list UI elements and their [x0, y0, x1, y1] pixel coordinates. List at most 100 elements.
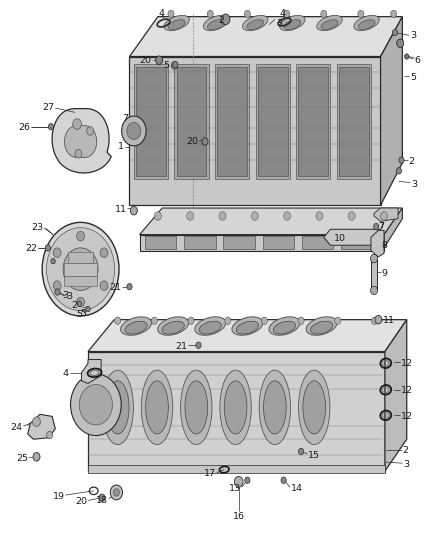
Ellipse shape	[102, 370, 134, 445]
Circle shape	[371, 286, 378, 295]
Bar	[302, 236, 333, 249]
Bar	[174, 64, 208, 179]
Text: 11: 11	[383, 316, 395, 325]
Circle shape	[75, 150, 82, 158]
Text: 27: 27	[42, 102, 54, 111]
Circle shape	[391, 10, 397, 18]
Ellipse shape	[247, 20, 264, 29]
Polygon shape	[81, 360, 101, 383]
Polygon shape	[88, 320, 407, 352]
Bar	[134, 64, 168, 179]
Circle shape	[168, 10, 174, 18]
Text: 3: 3	[62, 291, 68, 300]
Circle shape	[321, 10, 327, 18]
Text: 7: 7	[123, 114, 129, 123]
Polygon shape	[140, 208, 403, 235]
Circle shape	[221, 14, 230, 25]
Ellipse shape	[125, 321, 147, 334]
Circle shape	[86, 306, 90, 312]
Polygon shape	[88, 352, 385, 471]
Circle shape	[127, 284, 132, 290]
Ellipse shape	[358, 20, 375, 29]
Text: 25: 25	[16, 455, 28, 463]
Circle shape	[100, 248, 108, 257]
Text: 5: 5	[80, 309, 86, 318]
Polygon shape	[52, 109, 111, 173]
Text: 12: 12	[401, 359, 413, 368]
Circle shape	[151, 317, 157, 325]
Text: 17: 17	[204, 470, 216, 478]
Ellipse shape	[311, 321, 333, 334]
Ellipse shape	[220, 370, 251, 445]
Circle shape	[207, 10, 213, 18]
Ellipse shape	[185, 381, 208, 434]
Text: 13: 13	[229, 484, 241, 493]
Circle shape	[348, 212, 355, 220]
Bar	[371, 259, 377, 290]
Ellipse shape	[106, 381, 129, 434]
Text: 20: 20	[75, 497, 87, 506]
Text: 7: 7	[378, 222, 384, 231]
Circle shape	[316, 212, 323, 220]
Circle shape	[42, 222, 119, 316]
Ellipse shape	[224, 381, 247, 434]
Ellipse shape	[208, 20, 224, 29]
Ellipse shape	[273, 321, 296, 334]
Ellipse shape	[298, 370, 330, 445]
Bar	[298, 67, 328, 176]
Ellipse shape	[120, 317, 152, 335]
Text: 23: 23	[32, 223, 43, 232]
Circle shape	[32, 417, 40, 426]
Text: 12: 12	[401, 386, 413, 395]
Polygon shape	[381, 17, 403, 205]
Bar	[223, 236, 255, 249]
Circle shape	[115, 317, 121, 325]
Ellipse shape	[141, 370, 173, 445]
Circle shape	[371, 254, 378, 263]
Circle shape	[100, 281, 108, 290]
Text: 26: 26	[18, 123, 30, 132]
Ellipse shape	[232, 317, 263, 335]
Ellipse shape	[168, 20, 185, 29]
Ellipse shape	[279, 15, 305, 31]
Bar	[258, 67, 288, 176]
Bar	[339, 67, 369, 176]
Text: 2: 2	[71, 301, 77, 310]
Text: 8: 8	[381, 241, 388, 250]
Polygon shape	[28, 414, 55, 439]
Circle shape	[99, 494, 105, 502]
Text: 20: 20	[187, 136, 198, 146]
Circle shape	[79, 384, 113, 425]
Bar	[337, 64, 371, 179]
Circle shape	[196, 342, 201, 349]
Circle shape	[48, 124, 53, 130]
Circle shape	[63, 248, 98, 290]
Circle shape	[261, 317, 268, 325]
Circle shape	[251, 212, 258, 220]
Circle shape	[51, 259, 55, 264]
Ellipse shape	[146, 381, 168, 434]
Bar	[215, 64, 249, 179]
Text: 19: 19	[53, 491, 64, 500]
Text: 4: 4	[63, 369, 69, 378]
Text: 3: 3	[410, 31, 416, 40]
Circle shape	[155, 56, 162, 64]
Text: 12: 12	[401, 412, 413, 421]
Circle shape	[405, 54, 409, 59]
Ellipse shape	[284, 20, 301, 29]
Polygon shape	[324, 229, 381, 245]
Circle shape	[71, 374, 121, 435]
Circle shape	[113, 489, 120, 496]
Polygon shape	[374, 208, 398, 221]
Text: 2: 2	[218, 16, 224, 25]
Bar	[177, 67, 206, 176]
Circle shape	[173, 61, 178, 68]
Ellipse shape	[264, 381, 286, 434]
Text: 3: 3	[66, 292, 72, 301]
Ellipse shape	[180, 370, 212, 445]
Circle shape	[399, 157, 404, 164]
Ellipse shape	[236, 321, 258, 334]
Polygon shape	[140, 235, 384, 251]
Text: 18: 18	[96, 496, 108, 505]
Text: 4: 4	[279, 10, 285, 19]
